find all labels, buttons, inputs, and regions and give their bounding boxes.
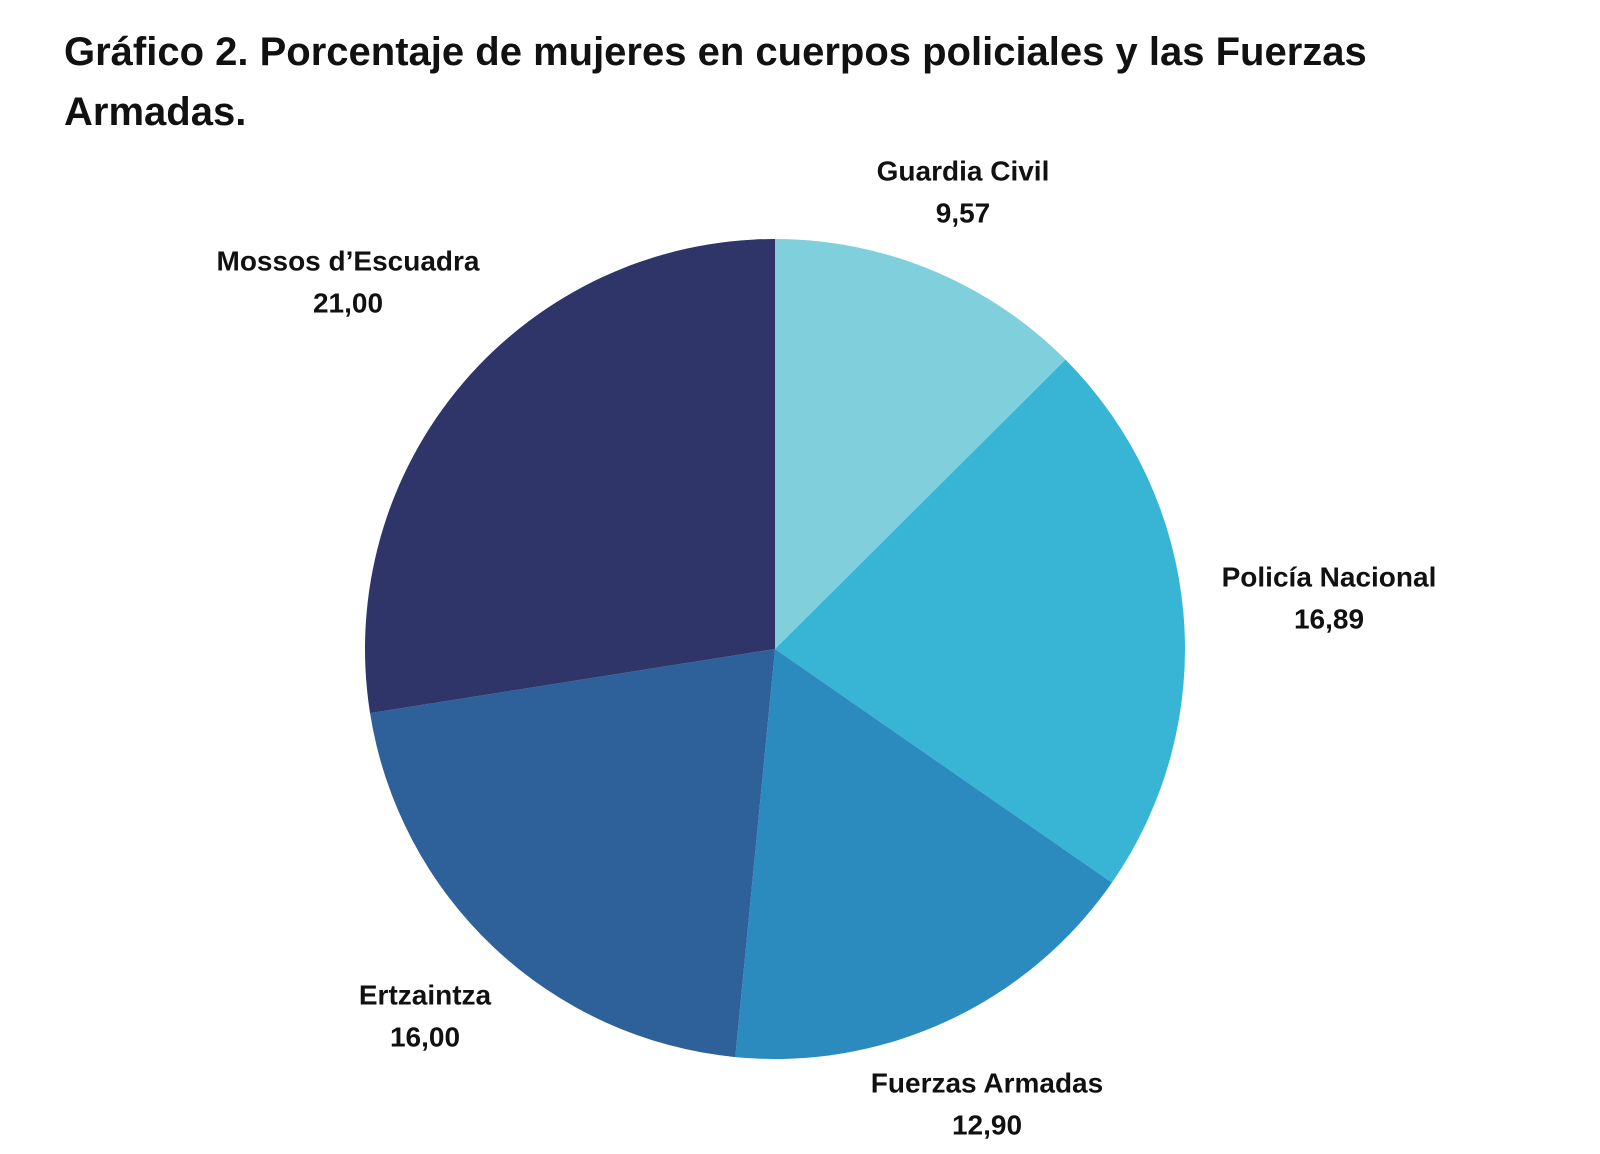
slice-label: Mossos d’Escuadra bbox=[217, 245, 480, 276]
value-label: 21,00 bbox=[313, 287, 383, 318]
pie-slice bbox=[735, 649, 1112, 1059]
pie-slice bbox=[370, 649, 775, 1058]
value-label: 9,57 bbox=[936, 197, 991, 228]
pie-slice bbox=[364, 239, 775, 714]
value-label: 16,89 bbox=[1294, 603, 1364, 634]
value-label: 12,90 bbox=[952, 1109, 1022, 1140]
chart-title: Gráfico 2. Porcentaje de mujeres en cuer… bbox=[64, 30, 1367, 134]
slice-label: Ertzaintza bbox=[359, 979, 492, 1010]
slice-label: Fuerzas Armadas bbox=[871, 1067, 1103, 1098]
value-label: 16,00 bbox=[390, 1021, 460, 1052]
pie-slice bbox=[775, 239, 1066, 649]
slice-label: Policía Nacional bbox=[1222, 561, 1437, 592]
pie-slice bbox=[775, 359, 1185, 883]
slice-label: Guardia Civil bbox=[877, 155, 1050, 186]
